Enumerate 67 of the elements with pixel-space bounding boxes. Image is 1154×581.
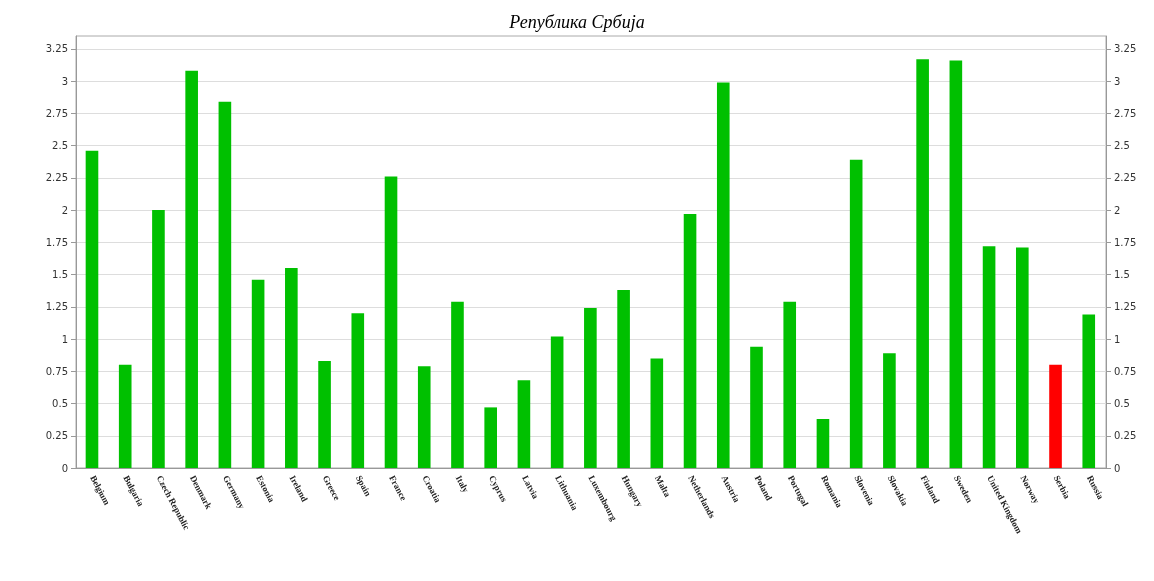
bar [251,279,265,468]
bar [550,336,564,468]
bar [1049,364,1062,468]
y2-tick-label: 0.25 [1114,430,1137,442]
y-tick-label: 1.25 [45,301,68,313]
bar [218,101,232,468]
bar [1015,247,1029,468]
bar [949,60,963,468]
bar [384,176,398,468]
bar [185,70,198,468]
bar [982,246,996,468]
y-tick-label: 1 [61,333,68,345]
bar [1082,314,1096,468]
x-tick-label: Spain [354,473,374,498]
y2-tick-label: 1 [1114,333,1121,345]
bar [351,313,365,468]
bar [417,366,431,468]
x-tick-label: Greece [320,473,343,502]
bar [584,308,597,468]
bar [916,59,929,468]
bar [617,290,630,468]
bar [783,301,797,468]
y2-tick-label: 3 [1114,75,1121,87]
x-tick-label: Latvia [520,473,541,501]
bar [318,360,331,468]
y-tick-label: 0.25 [45,430,68,442]
y-tick-label: 0 [61,462,68,474]
bar [517,380,531,468]
bar [716,82,730,468]
y-tick-label: 1.5 [52,269,68,281]
bar [85,150,99,468]
chart-title: Република Србија [508,12,645,32]
y-tick-label: 3 [61,75,68,87]
y2-tick-label: 2.5 [1114,140,1130,152]
y-tick-label: 2.75 [45,107,68,119]
y2-tick-label: 0 [1114,462,1121,474]
y2-tick-label: 2.25 [1114,172,1137,184]
bar [650,358,664,468]
y2-tick-label: 2 [1114,204,1121,216]
bar [285,268,298,468]
y2-tick-label: 2.75 [1114,107,1137,119]
y-tick-label: 0.75 [45,365,68,377]
y-tick-label: 2.25 [45,172,68,184]
bar [451,301,464,468]
bar [484,407,497,468]
y2-tick-label: 1.75 [1114,236,1137,248]
y2-tick-label: 3.25 [1114,43,1137,55]
bar [750,346,763,468]
x-tick-label: Italy [453,473,472,495]
y-tick-label: 0.5 [52,398,68,410]
y-tick-label: 2.5 [52,140,68,152]
bar [849,159,863,468]
bar [118,364,132,468]
y2-tick-label: 0.5 [1114,398,1130,410]
y2-tick-label: 1.25 [1114,301,1137,313]
bar [816,419,830,468]
x-tick-label: Malta [653,473,673,500]
y2-tick-label: 1.5 [1114,269,1130,281]
y-tick-label: 2 [61,204,68,216]
x-tick-label: Russia [1084,473,1106,502]
y-tick-label: 3.25 [45,43,68,55]
x-tick-label: Serbia [1051,473,1073,501]
y2-tick-label: 0.75 [1114,365,1137,377]
bar [683,213,697,468]
bar [152,210,165,468]
y-tick-label: 1.75 [45,236,68,248]
bar [883,353,896,468]
